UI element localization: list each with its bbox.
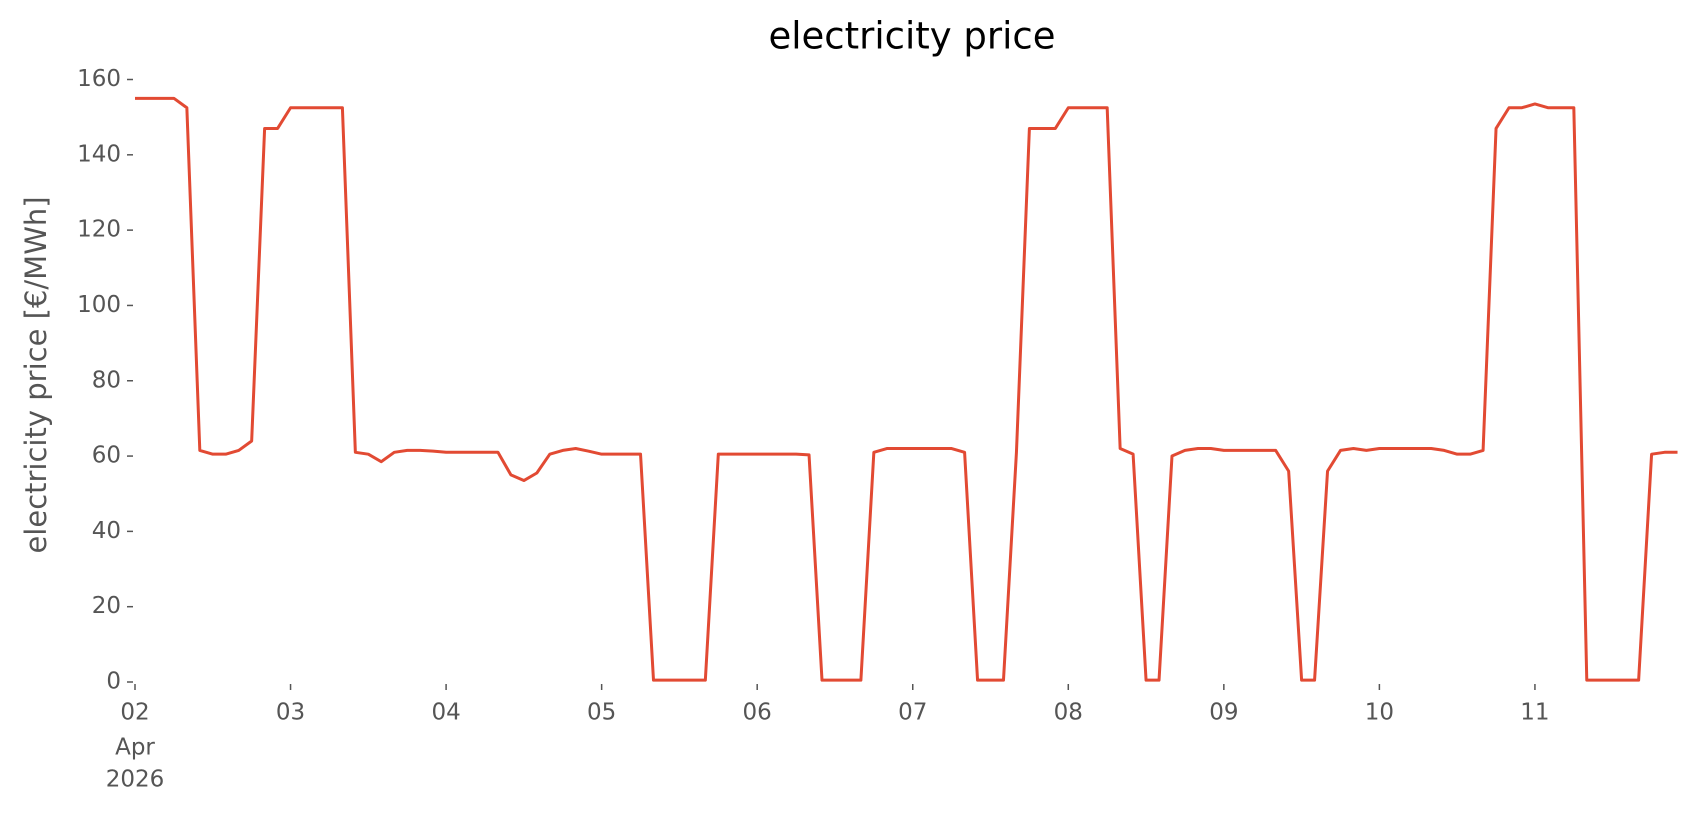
x-tick-label: 09: [1209, 700, 1238, 726]
x-tick-label: 10: [1365, 700, 1394, 726]
x-tick-month: Apr: [115, 735, 155, 761]
x-tick-year: 2026: [106, 767, 165, 793]
x-tick-label: 04: [431, 700, 460, 726]
y-tick-label: 100: [77, 292, 121, 318]
chart-title: electricity price: [768, 15, 1055, 58]
x-tick-label: 06: [743, 700, 772, 726]
y-axis-label: electricity price [€/MWh]: [19, 196, 53, 553]
y-tick-label: 0: [106, 669, 121, 695]
y-tick-label: 20: [92, 593, 121, 619]
x-tick-label: 02: [120, 700, 149, 726]
x-tick-label: 11: [1520, 700, 1549, 726]
x-tick-label: 05: [587, 700, 616, 726]
y-tick-label: 160: [77, 66, 121, 92]
x-tick-label: 07: [898, 700, 927, 726]
y-tick-label: 40: [92, 518, 121, 544]
y-tick-label: 140: [77, 141, 121, 167]
y-tick-label: 60: [92, 443, 121, 469]
y-tick-label: 80: [92, 367, 121, 393]
y-tick-label: 120: [77, 217, 121, 243]
x-tick-label: 08: [1054, 700, 1083, 726]
price-line: [135, 96, 1678, 682]
x-tick-label: 03: [276, 700, 305, 726]
